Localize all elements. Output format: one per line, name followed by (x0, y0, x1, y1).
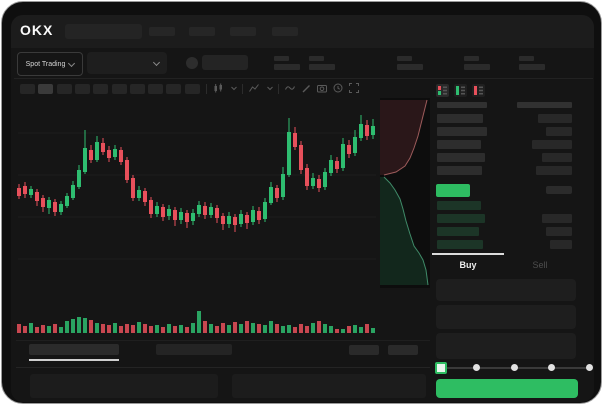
order-input-1[interactable] (436, 279, 576, 301)
orderbook-bid-row[interactable] (437, 227, 479, 236)
fullscreen-icon[interactable] (348, 82, 360, 94)
pair-selector-dropdown[interactable] (87, 52, 167, 74)
orderbook-ask-row[interactable] (437, 127, 487, 136)
bottom-tab-1[interactable] (29, 344, 119, 355)
coin-avatar (186, 57, 198, 69)
toolbar-divider (206, 84, 207, 94)
timeframe-button-7[interactable] (129, 84, 145, 94)
bottom-panel-right (232, 374, 426, 398)
timeframe-button-3[interactable] (56, 84, 72, 94)
orderbook-bid-row[interactable] (437, 240, 483, 249)
slider-stop-100[interactable] (585, 364, 593, 371)
buy-submit-button[interactable] (436, 379, 578, 398)
ticker-stat-label (464, 56, 479, 61)
timeframe-button-2[interactable] (38, 84, 54, 94)
toolbar-divider (278, 84, 279, 94)
nav-item-3[interactable] (230, 27, 256, 36)
orderbook-ask-row[interactable] (437, 140, 481, 149)
orderbook-ask-row[interactable] (437, 114, 483, 123)
divider (16, 340, 430, 341)
timeframe-button-8[interactable] (148, 84, 164, 94)
timeframe-button-6[interactable] (111, 84, 127, 94)
timeframe-button-4[interactable] (74, 84, 90, 94)
indicators-icon[interactable] (248, 82, 260, 94)
nav-item-2[interactable] (189, 27, 215, 36)
settings-icon[interactable] (332, 82, 344, 94)
last-price-highlight[interactable] (436, 184, 470, 197)
active-tab-indicator (432, 253, 504, 255)
timeframe-button-10[interactable] (184, 84, 200, 94)
ticker-stat-value (309, 64, 335, 70)
bottom-action-2[interactable] (388, 345, 418, 355)
divider (14, 78, 593, 79)
order-input-3[interactable] (436, 333, 576, 359)
candlestick-chart[interactable] (16, 98, 378, 338)
slider-stop-25[interactable] (473, 364, 480, 371)
orderbook-view-combined-icon[interactable] (436, 84, 449, 97)
candle-style-icon[interactable] (212, 82, 224, 94)
search-input[interactable] (65, 24, 142, 39)
orderbook-bid-amount (546, 227, 572, 236)
orderbook-bid-row[interactable] (437, 201, 481, 210)
depth-chart (380, 98, 430, 288)
slider-stop-75[interactable] (548, 364, 555, 371)
slider-stop-50[interactable] (510, 364, 518, 371)
orderbook-view-asks-icon[interactable] (472, 84, 485, 97)
market-type-label: Spot Trading (25, 60, 66, 68)
tab-buy[interactable]: Buy (459, 260, 477, 270)
ticker-stat-value (397, 64, 423, 70)
ticker-stat-label (274, 56, 289, 61)
orderbook-bid-row[interactable] (437, 214, 485, 223)
chevron-down-icon[interactable] (264, 82, 276, 94)
slider-handle[interactable] (435, 362, 447, 374)
orderbook-ask-amount (538, 114, 572, 123)
orderbook-bid-amount (542, 214, 572, 223)
ticker-stat-label (397, 56, 412, 61)
bottom-panel-left (30, 374, 218, 398)
orderbook-header-amount (517, 102, 572, 108)
orderbook-ask-row[interactable] (437, 166, 482, 175)
pair-title-placeholder (202, 55, 248, 70)
orderbook-ask-amount (532, 140, 572, 149)
okx-logo: OKX (20, 22, 54, 38)
ticker-stat-label (309, 56, 324, 61)
toolbar-divider (242, 84, 243, 94)
ticker-stat-value (519, 64, 545, 70)
order-input-2[interactable] (436, 305, 576, 329)
orderbook-ask-row[interactable] (437, 153, 485, 162)
snapshot-icon[interactable] (316, 82, 328, 94)
timeframe-button-1[interactable] (20, 84, 35, 94)
orderbook-ask-amount (536, 166, 572, 175)
market-type-dropdown[interactable]: Spot Trading (17, 52, 83, 76)
orderbook-ask-amount (542, 153, 572, 162)
tab-sell[interactable]: Sell (532, 260, 548, 270)
bottom-tab-indicator (29, 359, 119, 361)
ticker-stat-label (519, 56, 534, 61)
orderbook-bid-amount (550, 240, 572, 249)
timeframe-button-5[interactable] (93, 84, 109, 94)
ticker-stat-value (464, 64, 490, 70)
chevron-down-icon[interactable] (228, 82, 240, 94)
nav-item-1[interactable] (149, 27, 175, 36)
nav-item-4[interactable] (272, 27, 298, 36)
bottom-action-1[interactable] (349, 345, 379, 355)
orderbook-amount-bar (546, 186, 572, 194)
chevron-down-icon (68, 61, 74, 67)
bottom-divider (16, 367, 430, 368)
trendline-icon[interactable] (284, 82, 296, 94)
orderbook-ask-amount (546, 127, 572, 136)
chevron-down-icon (153, 60, 159, 66)
orderbook-header-price (437, 102, 487, 108)
timeframe-button-9[interactable] (166, 84, 182, 94)
orderbook-view-bids-icon[interactable] (454, 84, 467, 97)
draw-icon[interactable] (300, 82, 312, 94)
ticker-stat-value (274, 64, 300, 70)
bottom-tab-2[interactable] (156, 344, 232, 355)
